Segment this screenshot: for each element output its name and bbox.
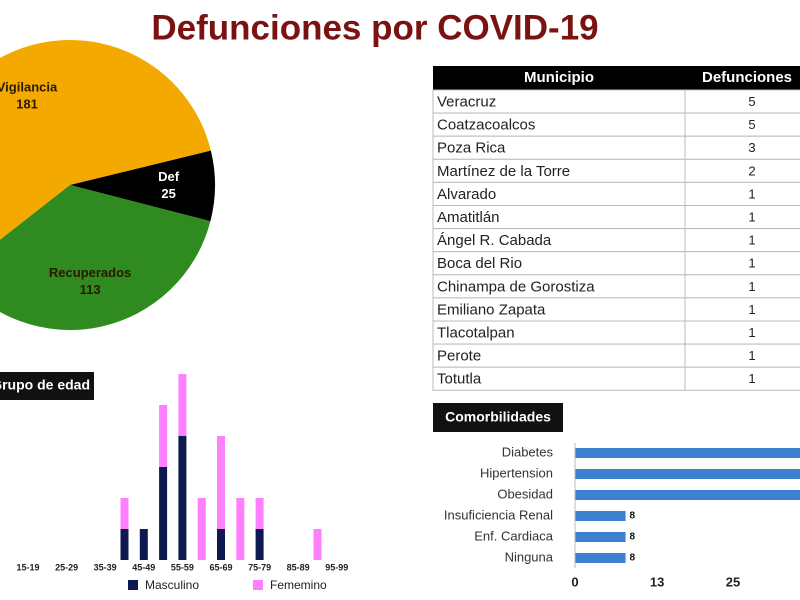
table-cell: Coatzacoalcos xyxy=(437,117,535,134)
y-tick-label: Hipertension xyxy=(480,465,553,480)
table-header: Municipio xyxy=(524,69,594,86)
x-tick-label: 35-39 xyxy=(94,562,117,572)
bar-segment xyxy=(313,529,322,560)
table-cell: 2 xyxy=(748,163,755,178)
table-cell: 1 xyxy=(748,348,755,363)
pie-slice xyxy=(0,40,211,240)
value-label: 8 xyxy=(630,511,636,522)
table-row xyxy=(432,366,800,391)
table-cell: 1 xyxy=(748,371,755,386)
table-cell: Totutla xyxy=(437,371,482,388)
bar-segment xyxy=(217,436,225,529)
bar-segment xyxy=(255,498,264,529)
pie-slice xyxy=(0,185,211,330)
table-cell: Martínez de la Torre xyxy=(437,163,570,180)
table-cell: 1 xyxy=(748,325,755,340)
table-row xyxy=(432,343,800,368)
age-title: Grupo de edad xyxy=(0,377,90,393)
value-label: 8 xyxy=(630,553,636,564)
x-tick-label: 25-29 xyxy=(55,562,78,572)
value-label: 8 xyxy=(630,532,636,543)
y-tick-label: Obesidad xyxy=(497,486,553,501)
slice-label: Vigilancia xyxy=(0,80,58,95)
bar-segment xyxy=(139,529,148,560)
table-cell: 1 xyxy=(748,302,755,317)
bar-segment xyxy=(120,498,129,529)
bar xyxy=(575,490,800,500)
slice-label: Def xyxy=(158,169,180,184)
legend-label: Fememino xyxy=(270,578,327,592)
table-cell: Chinampa de Gorostiza xyxy=(437,278,595,295)
x-tick-label: 75-79 xyxy=(248,562,271,572)
y-tick-label: Diabetes xyxy=(502,444,554,459)
table-cell: 1 xyxy=(748,186,755,201)
comorb-title-box xyxy=(433,403,563,432)
x-tick-label: 65-69 xyxy=(209,562,232,572)
table-cell: 5 xyxy=(748,94,755,109)
legend-swatch xyxy=(253,580,263,590)
y-tick-label: Enf. Cardiaca xyxy=(474,528,554,543)
bar xyxy=(575,469,800,479)
x-tick-label: 45-49 xyxy=(132,562,155,572)
comorb-title: Comorbilidades xyxy=(445,409,551,425)
x-tick-label: 13 xyxy=(650,574,664,589)
legend-swatch xyxy=(128,580,138,590)
table-cell: Tlacotalpan xyxy=(437,325,515,342)
slice-label: Recuperados xyxy=(49,265,131,280)
bar xyxy=(575,553,626,563)
table-header: Defunciones xyxy=(702,69,792,86)
x-tick-label: 85-89 xyxy=(287,562,310,572)
table-cell: 1 xyxy=(748,279,755,294)
bar xyxy=(575,532,626,542)
table-cell: 5 xyxy=(748,117,755,132)
x-tick-label: 0 xyxy=(571,574,578,589)
table-cell: Emiliano Zapata xyxy=(437,301,546,318)
slice-value: 25 xyxy=(161,186,175,201)
x-tick-label: 95-99 xyxy=(325,562,348,572)
table-cell: 3 xyxy=(748,140,755,155)
bar-segment xyxy=(159,467,168,560)
slice-value: 113 xyxy=(80,282,101,297)
x-tick-label: 55-59 xyxy=(171,562,194,572)
bar-segment xyxy=(255,529,264,560)
table-cell: Ángel R. Cabada xyxy=(437,232,552,249)
bar xyxy=(575,511,626,521)
table-cell: Poza Rica xyxy=(437,140,506,157)
table-cell: 1 xyxy=(748,233,755,248)
table-cell: Amatitlán xyxy=(437,209,500,226)
y-tick-label: Ninguna xyxy=(505,549,554,564)
x-tick-label: 15-19 xyxy=(16,562,39,572)
x-tick-label: 25 xyxy=(726,574,740,589)
legend-label: Masculino xyxy=(145,578,199,592)
age-title-box xyxy=(0,372,94,400)
pie-slice xyxy=(70,150,215,222)
page-title: Defunciones por COVID-19 xyxy=(151,8,598,47)
slice-value: 181 xyxy=(16,97,38,112)
table-header-bg xyxy=(433,66,800,90)
table-cell: 1 xyxy=(748,209,755,224)
bar-segment xyxy=(236,498,245,560)
bar xyxy=(575,448,800,458)
bar-segment xyxy=(120,529,129,560)
y-tick-label: Insuficiencia Renal xyxy=(444,507,553,522)
table-cell: Perote xyxy=(437,348,481,365)
table-cell: Alvarado xyxy=(437,186,496,203)
bar-segment xyxy=(178,436,187,560)
table-cell: 1 xyxy=(748,256,755,271)
bar-segment xyxy=(159,405,168,467)
bar-segment xyxy=(217,529,225,560)
table-cell: Veracruz xyxy=(437,94,496,111)
table-cell: Boca del Rio xyxy=(437,255,522,272)
bar-segment xyxy=(197,498,206,560)
bar-segment xyxy=(178,374,187,436)
